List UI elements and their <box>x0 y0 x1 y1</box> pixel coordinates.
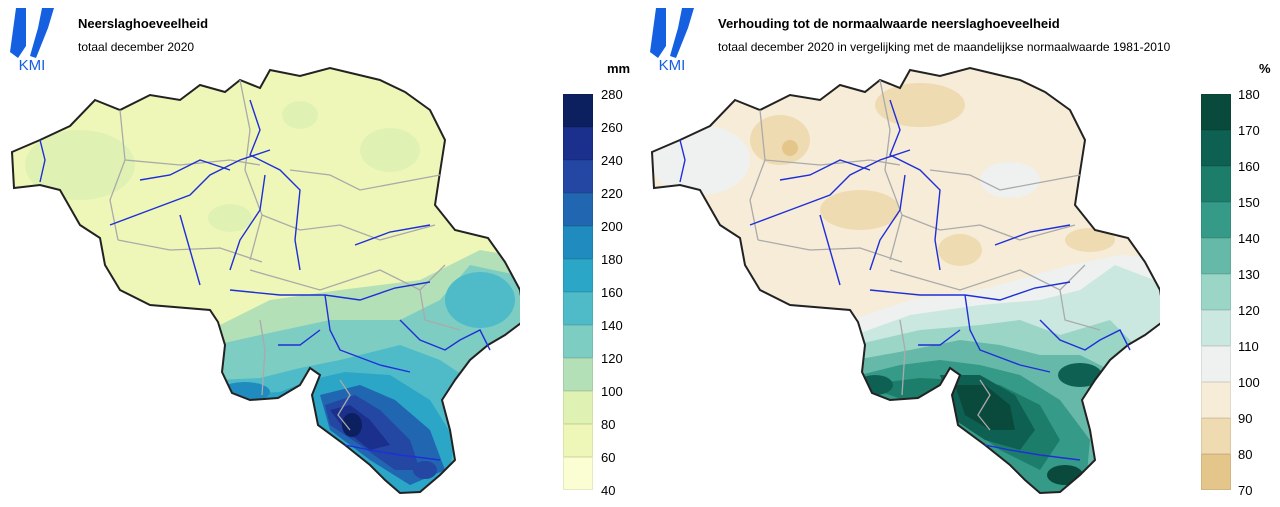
colorbar-tick-label: 120 <box>601 351 623 366</box>
colorbar-swatch <box>563 292 593 325</box>
colorbar-swatch <box>1201 130 1231 166</box>
colorbar-tick-label: 280 <box>601 87 623 102</box>
map-subtitle: totaal december 2020 <box>78 40 195 54</box>
colorbar-swatch <box>563 94 593 127</box>
colorbar-swatch <box>1201 310 1231 346</box>
map-title: Verhouding tot de normaalwaarde neerslag… <box>718 16 1060 31</box>
colorbar-swatch <box>563 226 593 259</box>
precipitation-panel: KMI Neerslaghoeveelheid totaal december … <box>10 8 641 498</box>
kmi-logo-icon: KMI <box>10 8 54 72</box>
colorbar-swatch <box>1201 238 1231 274</box>
colorbar-tick-label: 240 <box>601 153 623 168</box>
colorbar <box>1201 94 1231 490</box>
colorbar-swatch <box>1201 202 1231 238</box>
colorbar-swatch <box>563 193 593 226</box>
colorbar-tick-label: 150 <box>1238 195 1260 210</box>
kmi-logo-icon: KMI <box>650 8 694 72</box>
colorbar-ticks: 280 260 240 220 200 180 160 140 120 100 80 60 40 <box>601 88 641 498</box>
colorbar-ticks: 180 170 160 150 140 130 120 110 100 90 80 70 <box>1238 88 1278 498</box>
colorbar-tick-label: 180 <box>601 252 623 267</box>
colorbar-tick-label: 130 <box>1238 267 1260 282</box>
colorbar-swatch <box>563 325 593 358</box>
colorbar-swatch <box>563 391 593 424</box>
belgium-ratio-map <box>650 66 1160 495</box>
colorbar-tick-label: 160 <box>601 285 623 300</box>
colorbar-tick-label: 220 <box>601 186 623 201</box>
colorbar-tick-label: 100 <box>601 384 623 399</box>
colorbar-tick-label: 60 <box>601 450 616 465</box>
colorbar-tick-label: 120 <box>1238 303 1260 318</box>
colorbar-tick-label: 200 <box>601 219 623 234</box>
colorbar-swatch <box>563 160 593 193</box>
colorbar-tick-label: 170 <box>1238 123 1260 138</box>
colorbar-swatch <box>563 358 593 391</box>
colorbar-swatch <box>1201 274 1231 310</box>
logo-text: KMI <box>19 57 46 72</box>
colorbar-tick-label: 160 <box>1238 159 1260 174</box>
colorbar-swatch <box>563 457 593 490</box>
colorbar-tick-label: 180 <box>1238 87 1260 102</box>
colorbar <box>563 94 593 490</box>
colorbar-tick-label: 80 <box>1238 447 1253 462</box>
colorbar-swatch <box>1201 418 1231 454</box>
colorbar-swatch <box>563 259 593 292</box>
logo-text: KMI <box>659 57 686 72</box>
colorbar-tick-label: 100 <box>1238 375 1260 390</box>
colorbar-swatch <box>563 424 593 457</box>
map-title: Neerslaghoeveelheid <box>78 16 209 31</box>
colorbar-swatch <box>563 127 593 160</box>
colorbar-tick-label: 140 <box>1238 231 1260 246</box>
colorbar-tick-label: 140 <box>601 318 623 333</box>
colorbar-swatch <box>1201 166 1231 202</box>
colorbar-tick-label: 80 <box>601 417 616 432</box>
unit-label: mm <box>607 61 631 76</box>
unit-label: % <box>1259 61 1271 76</box>
colorbar-tick-label: 70 <box>1238 483 1253 498</box>
colorbar-tick-label: 110 <box>1238 339 1259 354</box>
colorbar-tick-label: 40 <box>601 483 616 498</box>
colorbar-swatch <box>1201 346 1231 382</box>
map-subtitle: totaal december 2020 in vergelijking met… <box>718 40 1171 54</box>
belgium-precipitation-map <box>10 66 520 495</box>
ratio-panel: KMI Verhouding tot de normaalwaarde neer… <box>640 0 1280 507</box>
colorbar-swatch <box>1201 382 1231 418</box>
colorbar-tick-label: 260 <box>601 120 623 135</box>
colorbar-tick-label: 90 <box>1238 411 1253 426</box>
colorbar-swatch <box>1201 94 1231 130</box>
colorbar-swatch <box>1201 454 1231 490</box>
